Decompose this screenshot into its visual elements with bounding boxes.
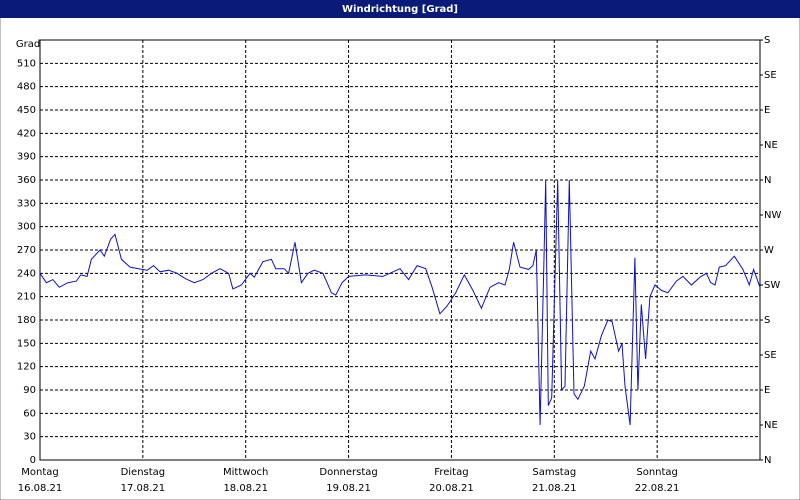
y-tick-label: 330 bbox=[17, 198, 36, 209]
y2-tick-label: NW bbox=[764, 210, 781, 221]
y-tick-label: 120 bbox=[17, 362, 36, 373]
y2-tick-label: S bbox=[764, 35, 770, 46]
chart-title: Windrichtung [Grad] bbox=[342, 4, 458, 15]
y2-tick-label: NE bbox=[764, 420, 778, 431]
y-tick-label: 0 bbox=[30, 455, 36, 466]
x-tick-label: Dienstag bbox=[121, 467, 166, 478]
x-tick-label: Montag bbox=[21, 467, 58, 478]
y-tick-label: 420 bbox=[17, 128, 36, 139]
y-tick-label: 150 bbox=[17, 338, 36, 349]
y-tick-label: 270 bbox=[17, 245, 36, 256]
y-tick-label: 450 bbox=[17, 105, 36, 116]
y-tick-label: 90 bbox=[23, 385, 36, 396]
y-tick-label: 480 bbox=[17, 82, 36, 93]
x-tick-date: 20.08.21 bbox=[429, 483, 474, 494]
y2-tick-label: SE bbox=[764, 70, 777, 81]
y-tick-label: 390 bbox=[17, 152, 36, 163]
y-tick-label: 360 bbox=[17, 175, 36, 186]
x-tick-date: 18.08.21 bbox=[223, 483, 268, 494]
y-tick-label: 240 bbox=[17, 268, 36, 279]
data-line bbox=[39, 179, 761, 426]
y-tick-label: 60 bbox=[23, 408, 36, 419]
y2-tick-label: S bbox=[764, 315, 770, 326]
y2-tick-label: SE bbox=[764, 350, 777, 361]
y-tick-label: 300 bbox=[17, 222, 36, 233]
x-tick-label: Samstag bbox=[532, 467, 576, 478]
y-tick-label: 510 bbox=[17, 58, 36, 69]
x-tick-label: Sonntag bbox=[636, 467, 678, 478]
y2-tick-label: N bbox=[764, 175, 771, 186]
y-tick-label: 30 bbox=[23, 432, 36, 443]
y2-tick-label: W bbox=[764, 245, 774, 256]
x-tick-date: 17.08.21 bbox=[121, 483, 166, 494]
x-tick-label: Mittwoch bbox=[223, 467, 268, 478]
y-tick-label: 180 bbox=[17, 315, 36, 326]
x-tick-date: 22.08.21 bbox=[635, 483, 680, 494]
y2-tick-label: SW bbox=[764, 280, 780, 291]
y2-tick-label: N bbox=[764, 455, 771, 466]
x-tick-date: 19.08.21 bbox=[326, 483, 371, 494]
y2-tick-label: NE bbox=[764, 140, 778, 151]
x-tick-date: 16.08.21 bbox=[18, 483, 63, 494]
y2-tick-label: E bbox=[764, 105, 770, 116]
y-axis-label: Grad bbox=[16, 39, 40, 50]
x-tick-label: Donnerstag bbox=[319, 467, 377, 478]
title-bar bbox=[0, 0, 800, 18]
y-tick-label: 210 bbox=[17, 292, 36, 303]
x-tick-date: 21.08.21 bbox=[532, 483, 577, 494]
y2-tick-label: E bbox=[764, 385, 770, 396]
x-tick-label: Freitag bbox=[434, 467, 468, 478]
